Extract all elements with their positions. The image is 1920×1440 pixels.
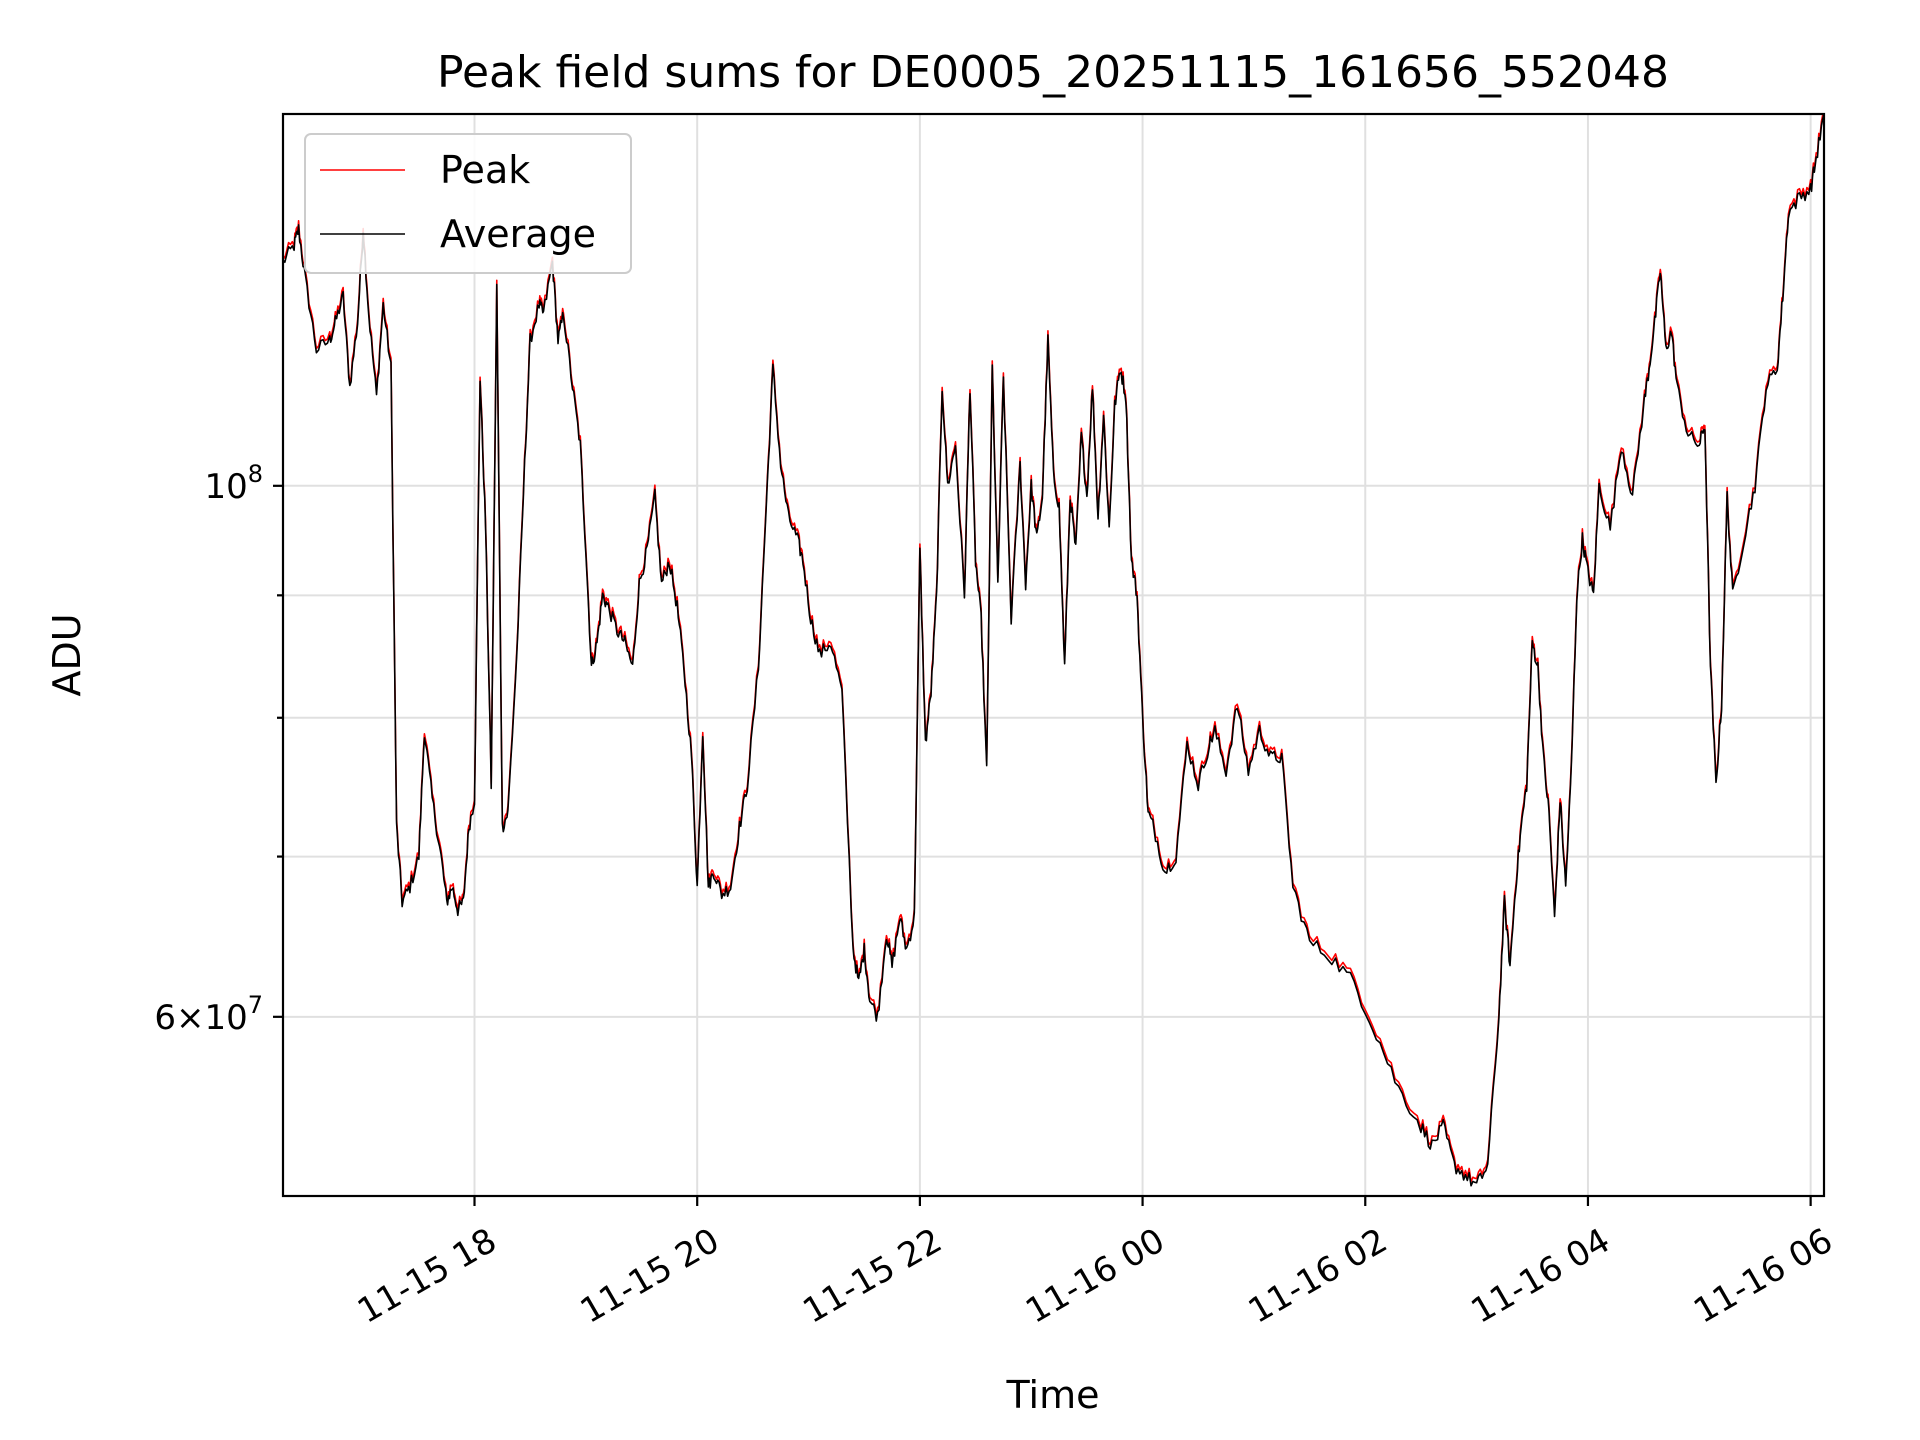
legend: Peak Average: [304, 133, 632, 274]
plot-area: [283, 114, 1824, 1187]
series-line-average: [283, 114, 1824, 1187]
y-tick-label: 108: [204, 460, 263, 507]
y-tick-label: 6×107: [154, 991, 263, 1038]
plot-frame: [281, 112, 1826, 1198]
legend-label-peak: Peak: [440, 148, 530, 192]
legend-label-average: Average: [440, 212, 596, 256]
x-axis-label: Time: [1006, 1373, 1100, 1417]
y-axis: 6×107 108: [154, 460, 283, 1038]
y-axis-label: ADU: [45, 613, 89, 696]
legend-box: [304, 133, 632, 274]
chart-title: Peak field sums for DE0005_20251115_1616…: [437, 47, 1669, 98]
